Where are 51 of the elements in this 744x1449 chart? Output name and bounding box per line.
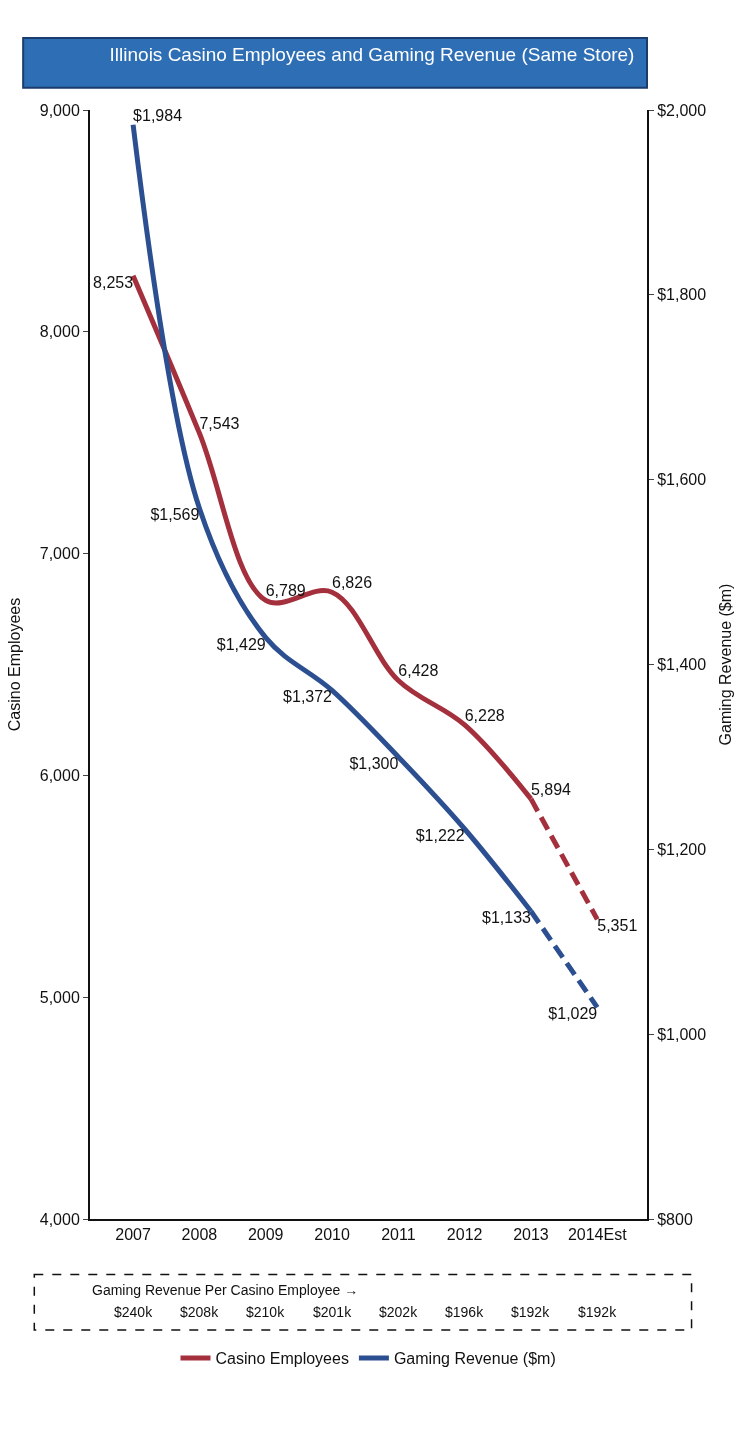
text: $202k <box>379 1304 419 1320</box>
data-label: 7,543 <box>199 415 240 433</box>
y-axis-title: Casino Employees <box>6 597 24 732</box>
data-label: 6,228 <box>464 706 505 724</box>
data-label: $1,029 <box>548 1005 598 1023</box>
data-label: 6,428 <box>398 662 439 680</box>
data-label: $1,372 <box>283 688 333 706</box>
y2-tick-label: $1,000 <box>657 1025 707 1043</box>
data-label: $1,569 <box>150 506 200 524</box>
text: $201k <box>313 1304 353 1320</box>
y-tick-label: 9,000 <box>39 101 80 119</box>
y2-axis-title: Gaming Revenue ($m) <box>717 583 735 746</box>
legend-label: Gaming Revenue ($m) <box>393 1350 556 1368</box>
y-tick-label: 4,000 <box>39 1210 80 1228</box>
text: Gaming Revenue Per Casino Employee → <box>92 1282 359 1298</box>
y2-tick-label: $1,400 <box>657 656 707 674</box>
y2-tick-label: $1,800 <box>657 286 707 304</box>
x-tick-label: 2009 <box>247 1226 284 1244</box>
data-label: 8,253 <box>93 273 134 291</box>
text: $196k <box>445 1304 485 1320</box>
data-label: 5,351 <box>597 917 638 935</box>
text: $208k <box>180 1304 220 1320</box>
data-label: $1,984 <box>133 106 183 124</box>
chart-title: Illinois Casino Employees and Gaming Revenue (Same Store) <box>109 44 635 66</box>
x-tick-label: 2008 <box>181 1226 218 1244</box>
y2-tick-label: $2,000 <box>657 101 707 119</box>
x-tick-label: 2012 <box>446 1226 483 1244</box>
data-label: 6,789 <box>265 582 306 600</box>
data-label: $1,300 <box>349 754 399 772</box>
text: $240k <box>114 1304 154 1320</box>
y2-tick-label: $800 <box>657 1210 693 1228</box>
text: $210k <box>246 1304 286 1320</box>
x-tick-label: 2014Est <box>567 1226 628 1244</box>
y-tick-label: 8,000 <box>39 323 80 341</box>
data-label: 5,894 <box>530 780 572 798</box>
x-tick-label: 2007 <box>115 1226 151 1244</box>
text: $192k <box>578 1304 618 1320</box>
data-label: $1,133 <box>482 909 532 927</box>
x-tick-label: 2011 <box>381 1226 416 1244</box>
data-label: $1,429 <box>216 635 266 653</box>
y-tick-label: 7,000 <box>39 545 80 563</box>
y2-tick-label: $1,600 <box>657 471 707 489</box>
text: $192k <box>511 1304 551 1320</box>
x-tick-label: 2013 <box>513 1226 549 1244</box>
data-label: $1,222 <box>415 827 465 844</box>
y-tick-label: 6,000 <box>39 767 80 784</box>
y-tick-label: 5,000 <box>39 988 80 1006</box>
legend-label: Casino Employees <box>215 1350 349 1368</box>
x-tick-label: 2010 <box>314 1226 350 1244</box>
data-label: 6,826 <box>332 574 373 592</box>
y2-tick-label: $1,200 <box>657 840 707 858</box>
